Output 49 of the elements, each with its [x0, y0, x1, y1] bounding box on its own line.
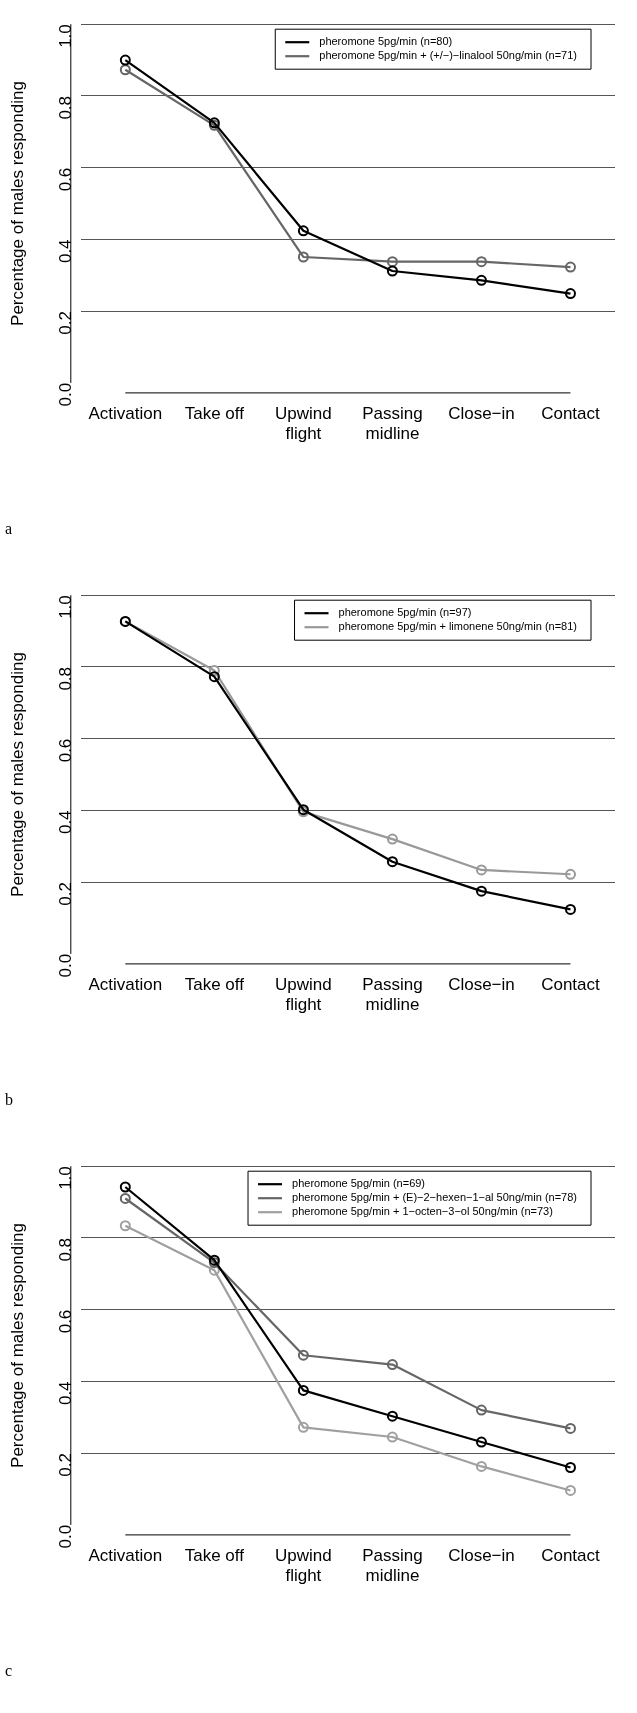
- x-tick-label: Activation: [88, 975, 163, 995]
- legend-label: pheromone 5pg/min + limonene 50ng/min (n=81): [338, 620, 577, 633]
- x-tick-label: Passing midline: [362, 975, 423, 1014]
- y-tick-label: 0.8: [56, 666, 76, 691]
- x-tick-label: Close−in: [448, 404, 515, 424]
- x-tick-label: Passing midline: [362, 1546, 423, 1585]
- legend-label: pheromone 5pg/min + (E)−2−hexen−1−al 50ng/min (n=78): [292, 1191, 577, 1204]
- y-tick-label: 0.2: [56, 1453, 76, 1477]
- y-tick-label: 0.4: [56, 810, 76, 835]
- y-tick-label: 0.2: [56, 882, 76, 906]
- x-tick-label: Take off: [184, 975, 245, 995]
- y-tick-label: 0.8: [56, 1237, 76, 1262]
- x-tick-label: Upwind flight: [275, 1546, 332, 1585]
- x-tick-label: Take off: [184, 404, 245, 424]
- y-tick-label: 0.6: [56, 1309, 76, 1334]
- text: a: [5, 520, 13, 538]
- x-tick-label: Activation: [88, 404, 163, 424]
- y-tick-label: 0.6: [56, 738, 76, 763]
- y-tick-label: 0.6: [56, 167, 76, 192]
- legend-label: pheromone 5pg/min + 1−octen−3−ol 50ng/min (n=73): [292, 1205, 553, 1218]
- y-tick-label: 0.0: [56, 1524, 76, 1549]
- y-tick-label: 1.0: [56, 24, 76, 48]
- x-tick-label: Activation: [88, 1546, 163, 1566]
- x-tick-label: Passing midline: [362, 404, 423, 443]
- y-axis-title: Percentage of males responding: [7, 1223, 27, 1468]
- y-tick-label: 0.8: [56, 95, 76, 120]
- y-tick-label: 0.2: [56, 311, 76, 335]
- y-tick-label: 1.0: [56, 595, 76, 619]
- legend-label: pheromone 5pg/min + (+/−)−linalool 50ng/min (n=71): [319, 49, 578, 62]
- legend-label: pheromone 5pg/min (n=69): [292, 1177, 426, 1190]
- x-tick-label: Close−in: [448, 1546, 515, 1566]
- legend-label: pheromone 5pg/min (n=97): [338, 606, 472, 619]
- x-tick-label: Contact: [541, 1546, 601, 1566]
- x-tick-label: Close−in: [448, 975, 515, 995]
- text: c: [5, 1662, 13, 1680]
- x-tick-label: Take off: [184, 1546, 245, 1566]
- text: b: [5, 1091, 13, 1109]
- y-tick-label: 0.0: [56, 953, 76, 978]
- y-tick-label: 1.0: [56, 1166, 76, 1190]
- y-tick-label: 0.4: [56, 239, 76, 264]
- y-tick-label: 0.4: [56, 1381, 76, 1406]
- y-axis-title: Percentage of males responding: [7, 81, 27, 326]
- y-tick-label: 0.0: [56, 382, 76, 407]
- x-tick-label: Upwind flight: [275, 975, 332, 1014]
- legend-label: pheromone 5pg/min (n=80): [319, 35, 453, 48]
- x-tick-label: Contact: [541, 404, 601, 424]
- x-tick-label: Contact: [541, 975, 601, 995]
- y-axis-title: Percentage of males responding: [7, 652, 27, 897]
- x-tick-label: Upwind flight: [275, 404, 332, 443]
